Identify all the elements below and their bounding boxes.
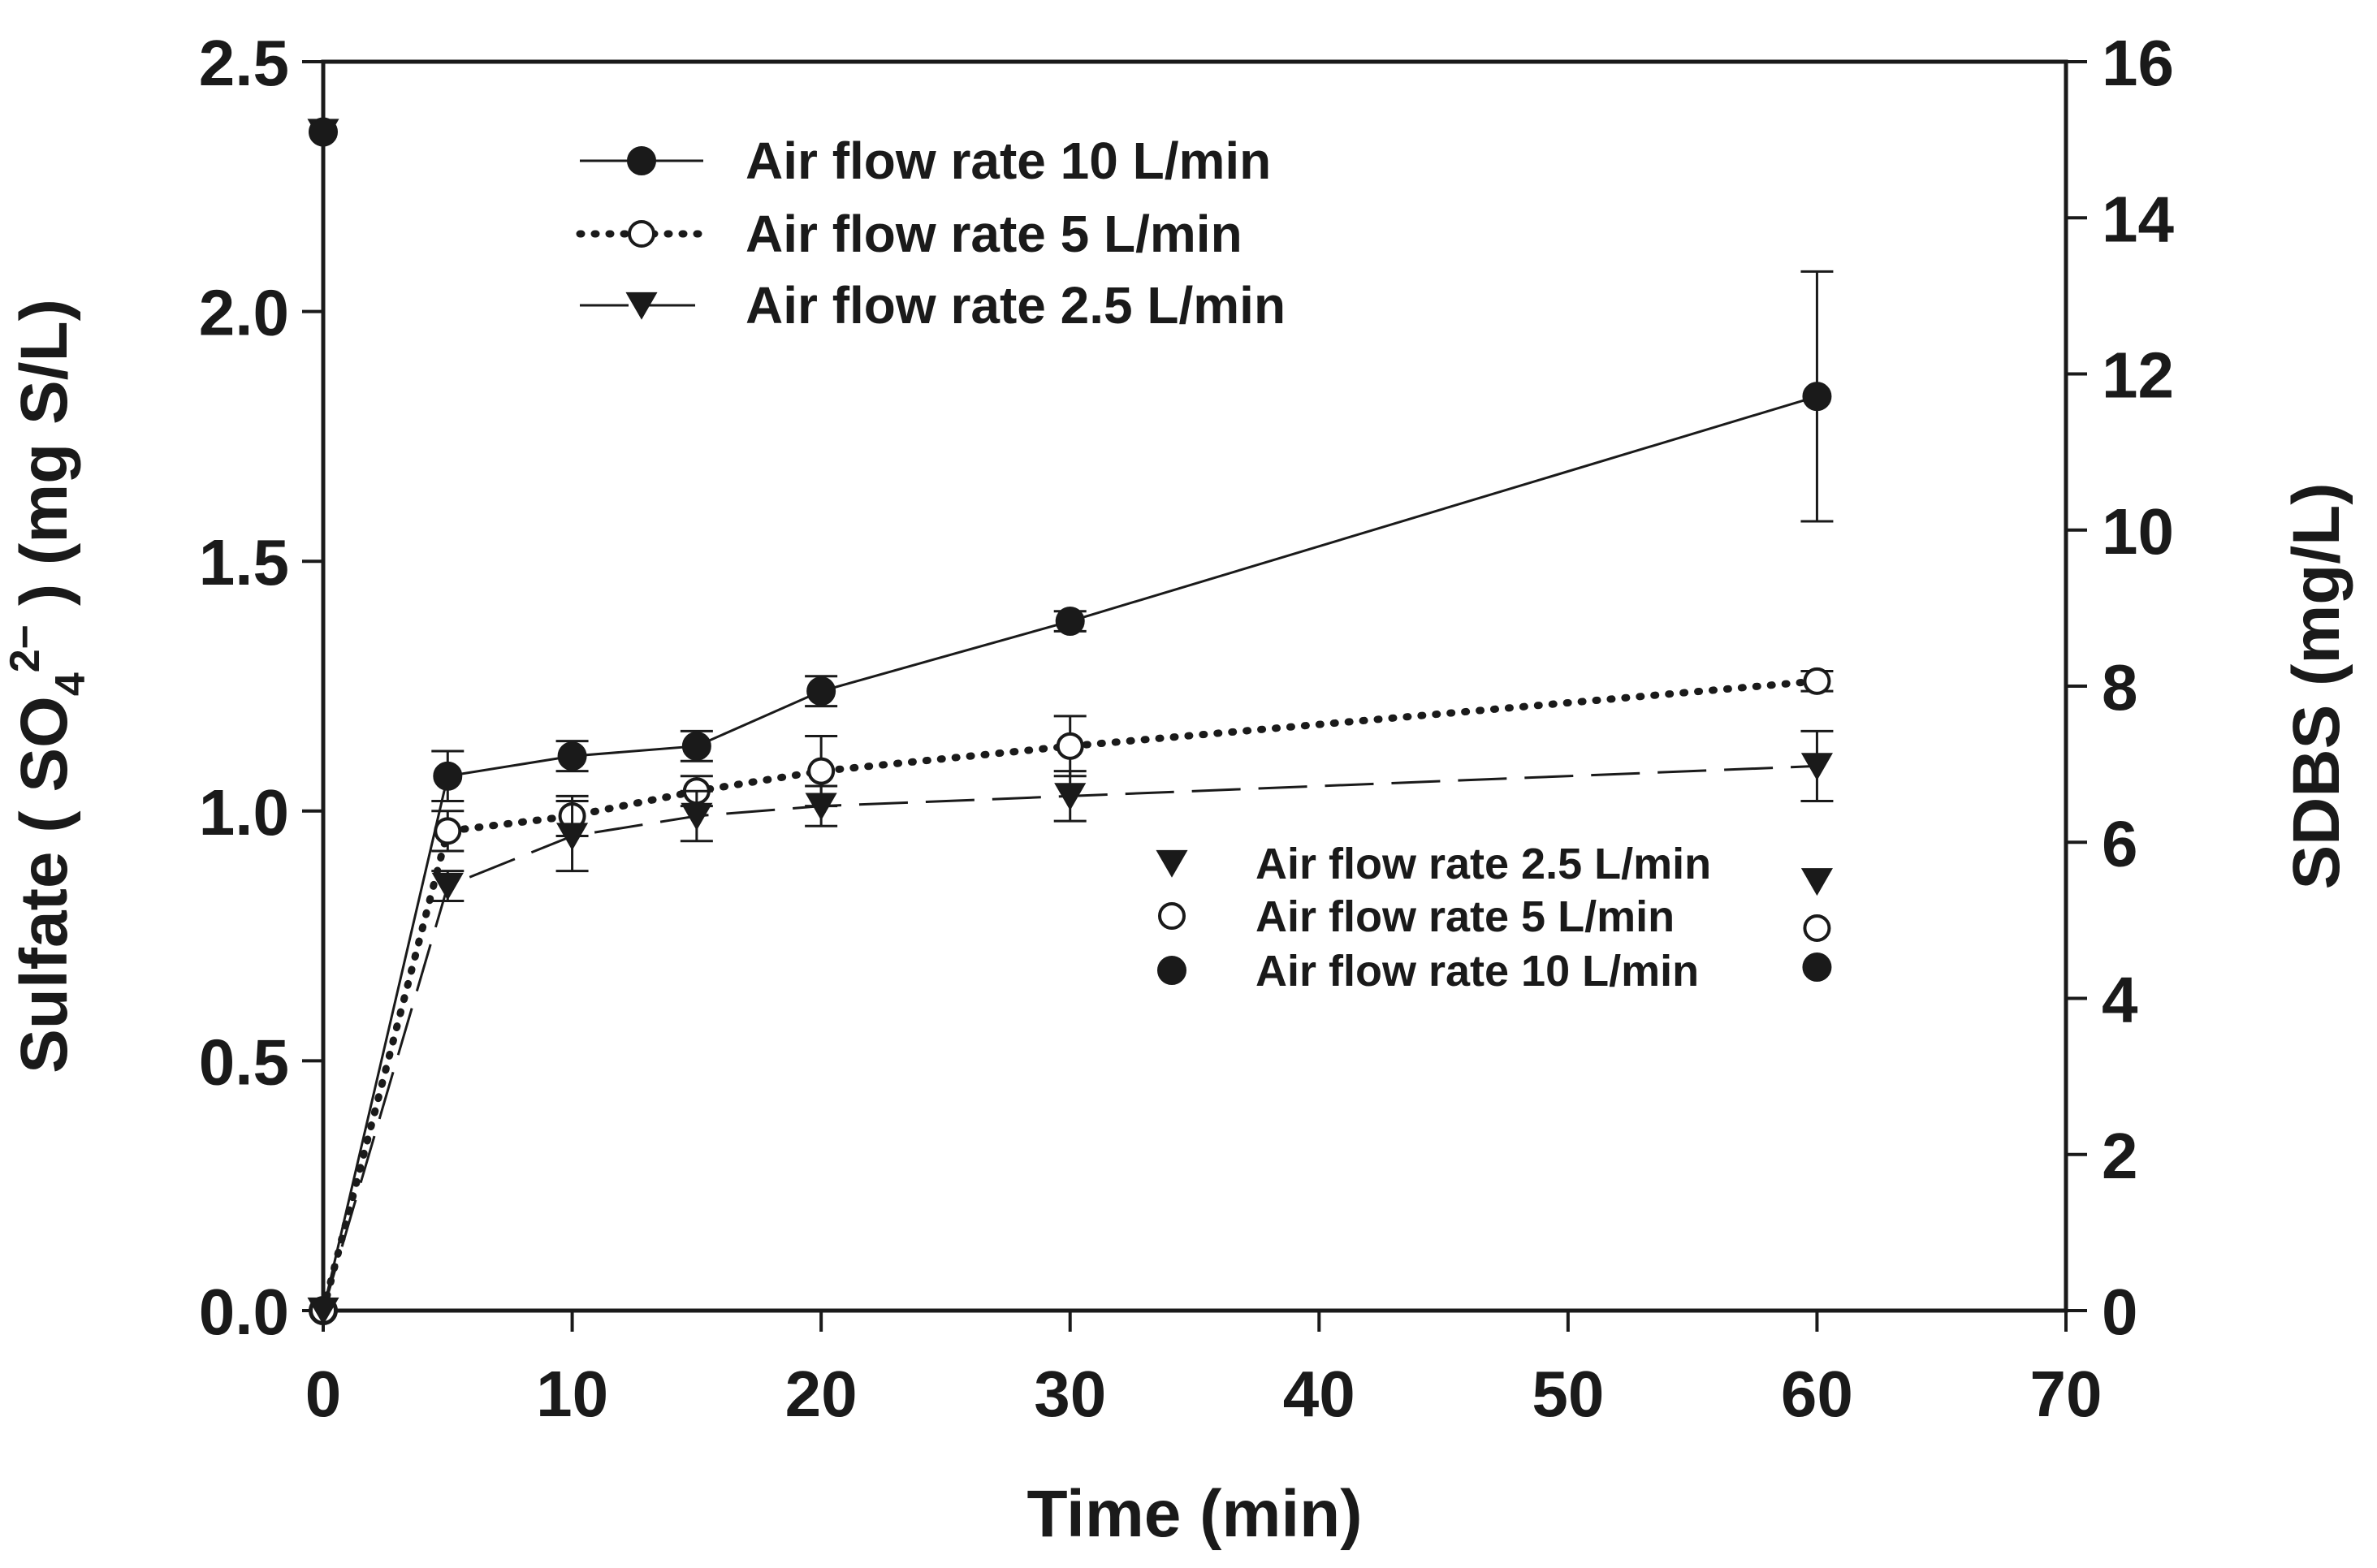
data-point [433, 761, 463, 791]
x-tick-label: 70 [2030, 1358, 2103, 1430]
y2-tick-label: 2 [2102, 1120, 2138, 1192]
x-axis-title: Time (min) [1026, 1477, 1362, 1551]
legend-label: Air flow rate 5 L/min [746, 205, 1243, 263]
y-tick-label: 2.5 [199, 27, 289, 99]
data-point [1055, 607, 1085, 637]
legend2-label: Air flow rate 2.5 L/min [1255, 840, 1711, 888]
data-point [1056, 732, 1084, 760]
x-tick-label: 10 [536, 1358, 608, 1430]
x-tick-label: 0 [305, 1358, 342, 1430]
data-point [681, 802, 713, 831]
data-point [1054, 783, 1087, 811]
legend-marker [627, 146, 656, 175]
data-point [1802, 382, 1832, 412]
legend2-marker [1156, 849, 1188, 878]
y-tick-label: 1.5 [199, 526, 289, 598]
series-0 [309, 270, 1834, 1325]
legend2-marker [1158, 902, 1186, 930]
y2-tick-label: 16 [2102, 27, 2174, 99]
y-tick-label: 2.0 [199, 277, 289, 349]
data-point [805, 793, 837, 821]
y-tick-label: 0.0 [199, 1276, 289, 1348]
y2-tick-label: 14 [2102, 183, 2174, 255]
data-point [431, 872, 464, 901]
series-1 [309, 667, 1834, 1324]
y-axis-title: Sulfate ( SO42− ) (mg S/L) [2, 299, 94, 1073]
legend2-marker [1157, 956, 1186, 985]
sdbs-point [309, 117, 338, 147]
x-tick-label: 30 [1034, 1358, 1106, 1430]
sdbs-point [1800, 868, 1833, 896]
sdbs-series-2 [309, 117, 1832, 983]
legend2-label: Air flow rate 10 L/min [1255, 947, 1699, 996]
y2-tick-label: 0 [2102, 1276, 2138, 1348]
data-point [307, 1297, 339, 1325]
series-layer [307, 270, 1834, 1325]
y-tick-label: 1.0 [199, 776, 289, 849]
y2-tick-label: 10 [2102, 495, 2174, 568]
sdbs-point [1802, 952, 1832, 983]
y2-tick-label: 8 [2102, 651, 2138, 724]
y2-tick-label: 4 [2102, 964, 2138, 1036]
legend-label: Air flow rate 2.5 L/min [746, 276, 1286, 335]
y2-axis-title: SDBS (mg/L) [2280, 482, 2353, 889]
x-tick-label: 20 [785, 1358, 858, 1430]
data-point [807, 757, 836, 785]
data-point [1800, 753, 1833, 781]
data-point [556, 823, 589, 851]
y2-tick-label: 12 [2102, 339, 2174, 412]
y-tick-label: 0.5 [199, 1026, 289, 1098]
legend-label: Air flow rate 10 L/min [746, 132, 1271, 190]
data-point [681, 731, 711, 761]
legend-marker [625, 292, 658, 320]
legend-marker [628, 220, 655, 248]
x-tick-label: 40 [1283, 1358, 1355, 1430]
sdbs-point [1803, 914, 1831, 942]
sdbs-layer [307, 117, 1833, 983]
y2-tick-label: 6 [2102, 807, 2138, 879]
x-tick-label: 60 [1781, 1358, 1853, 1430]
legend-series: Air flow rate 10 L/min Air flow rate 5 L/… [576, 132, 1286, 335]
axis-ticks: 0 10 20 30 40 50 60 70 0.0 0.5 1.0 1.5 2.0 2.5 0 2 4 6 8 10… [199, 27, 2175, 1430]
legend2-label: Air flow rate 5 L/min [1255, 892, 1675, 941]
data-point [806, 676, 836, 706]
data-point [434, 817, 462, 845]
series-2 [307, 729, 1834, 1325]
data-point [1803, 667, 1831, 695]
data-point [557, 741, 587, 771]
x-tick-label: 50 [1532, 1358, 1604, 1430]
